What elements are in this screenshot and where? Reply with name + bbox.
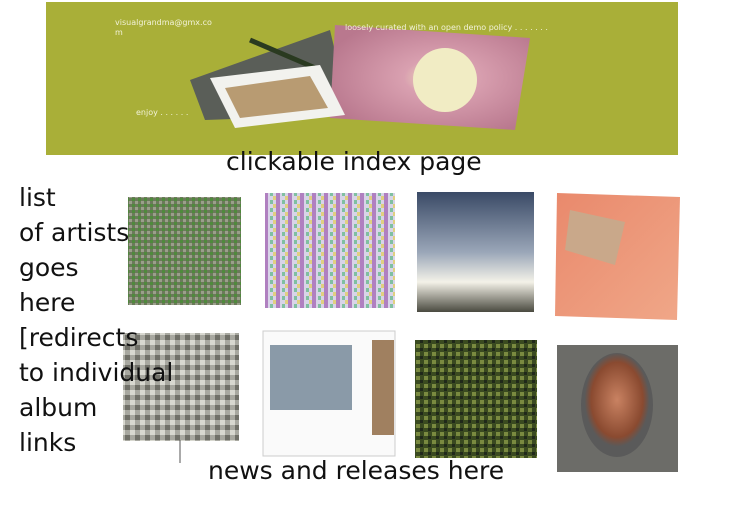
email-line: visualgrandma@gmx.co	[115, 18, 212, 27]
thumbnail[interactable]	[415, 340, 537, 458]
thumbnail-detail	[270, 345, 352, 410]
thumbnail-detail	[581, 353, 653, 457]
sidebar-line: of artists	[19, 218, 130, 247]
sidebar: list of artists goes here [redirects to indiv…	[19, 180, 173, 460]
sidebar-line: to individual	[19, 358, 174, 387]
email-line: m	[115, 28, 123, 37]
collage-card-image	[225, 76, 328, 118]
stem	[249, 37, 321, 73]
thumbnail[interactable]	[128, 197, 241, 305]
caption-top: clickable index page	[226, 147, 482, 176]
thumbnail[interactable]	[265, 193, 395, 308]
sidebar-line: goes	[19, 253, 79, 282]
sidebar-line: [redirects	[19, 323, 139, 352]
thumbnail[interactable]	[417, 192, 534, 312]
email: visualgrandma@gmx.co m	[115, 18, 212, 38]
caption-bottom: news and releases here	[208, 456, 505, 485]
thumbnail-detail	[372, 340, 394, 435]
enjoy: enjoy . . . . . .	[136, 108, 189, 117]
flower-center	[413, 48, 477, 112]
sidebar-line: here	[19, 288, 76, 317]
tagline: loosely curated with an open demo policy…	[345, 23, 548, 32]
thumbnail[interactable]	[123, 333, 239, 441]
thumbnail-detail	[565, 210, 625, 265]
sidebar-line: album	[19, 393, 98, 422]
sidebar-line: list	[19, 183, 56, 212]
sidebar-line: links	[19, 428, 77, 457]
